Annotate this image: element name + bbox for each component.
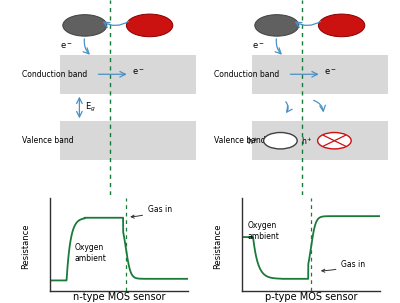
Text: Conduction band: Conduction band (214, 70, 279, 79)
Circle shape (318, 14, 365, 37)
Text: e$^-$: e$^-$ (60, 41, 73, 51)
Text: Gas in: Gas in (322, 260, 366, 272)
Text: h$^+$: h$^+$ (247, 135, 259, 147)
Circle shape (255, 15, 299, 36)
Bar (252, 55, 388, 94)
Text: e$^-$: e$^-$ (252, 41, 265, 51)
Bar (60, 55, 196, 94)
Circle shape (318, 132, 351, 149)
X-axis label: p-type MOS sensor: p-type MOS sensor (265, 292, 357, 302)
Text: Resistance: Resistance (213, 224, 222, 269)
Circle shape (264, 132, 297, 149)
X-axis label: n-type MOS sensor: n-type MOS sensor (73, 292, 165, 302)
Text: e$^-$: e$^-$ (132, 68, 144, 77)
Text: e$^-$: e$^-$ (324, 68, 336, 77)
Text: Gas in: Gas in (131, 205, 172, 218)
Text: h$^+$: h$^+$ (301, 135, 313, 147)
Circle shape (126, 14, 173, 37)
Text: Oxygen
ambient: Oxygen ambient (75, 243, 107, 263)
Text: E$_g$: E$_g$ (86, 101, 96, 114)
Text: Resistance: Resistance (21, 224, 30, 269)
Text: Conduction band: Conduction band (22, 70, 87, 79)
Text: Oxygen
ambient: Oxygen ambient (248, 221, 279, 241)
Text: Valence band: Valence band (214, 136, 266, 145)
Bar (60, 121, 196, 160)
Bar (252, 121, 388, 160)
Text: Valence band: Valence band (22, 136, 74, 145)
Circle shape (63, 15, 107, 36)
